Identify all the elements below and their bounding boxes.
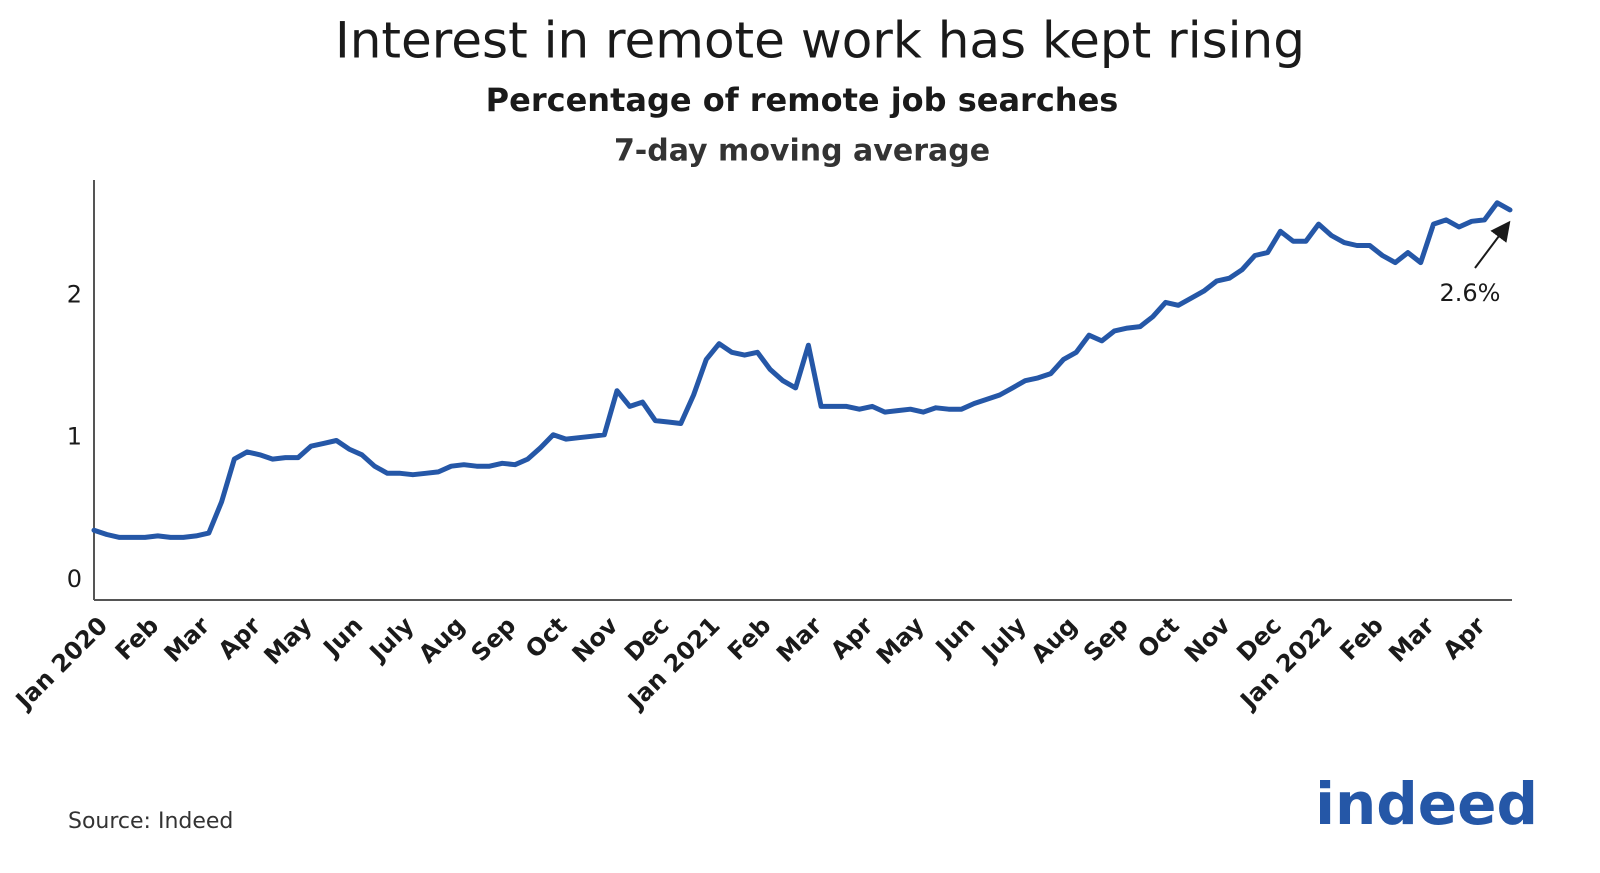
x-tick-label: Oct [520, 611, 572, 663]
x-tick-label: May [259, 611, 318, 670]
logo: indeed [1315, 770, 1538, 838]
annotation: 2.6% [1440, 279, 1501, 307]
x-tick-label: Jun [929, 611, 981, 663]
x-tick-label: Mar [771, 611, 828, 668]
x-tick-label: Nov [1179, 611, 1236, 668]
x-tick-label: Aug [413, 611, 470, 668]
x-tick-label: Nov [567, 611, 624, 668]
chart-subtitle: Percentage of remote job searches [486, 81, 1119, 119]
y-tick-label: 1 [67, 423, 82, 451]
data-line [91, 200, 1513, 540]
x-tick-label: Apr [1437, 611, 1491, 665]
x-tick-label: Sep [1078, 611, 1134, 667]
x-tick-label: July [363, 611, 420, 668]
x-tick-label: Feb [110, 611, 164, 665]
x-tick-label: Apr [213, 611, 267, 665]
x-tick-label: Mar [159, 611, 216, 668]
x-tick-label: Oct [1132, 611, 1184, 663]
x-tick-label: Apr [825, 611, 879, 665]
y-tick-label: 0 [67, 565, 82, 593]
x-tick-label: Jun [317, 611, 369, 663]
chart-subsubtitle: 7-day moving average [614, 134, 990, 169]
x-tick-label: Jan 2020 [9, 611, 113, 715]
chart-title: Interest in remote work has kept rising [335, 12, 1305, 70]
y-tick-label: 2 [67, 280, 82, 308]
source: Source: Indeed [68, 809, 233, 834]
x-tick-label: Aug [1026, 611, 1083, 668]
x-tick-label: Feb [1334, 611, 1388, 665]
x-tick-label: Feb [722, 611, 776, 665]
x-tick-label: Sep [466, 611, 522, 667]
x-tick-label: May [871, 611, 930, 670]
annotation-arrow [1474, 220, 1511, 269]
x-tick-label: Mar [1383, 611, 1440, 668]
x-tick-label: July [975, 611, 1032, 668]
